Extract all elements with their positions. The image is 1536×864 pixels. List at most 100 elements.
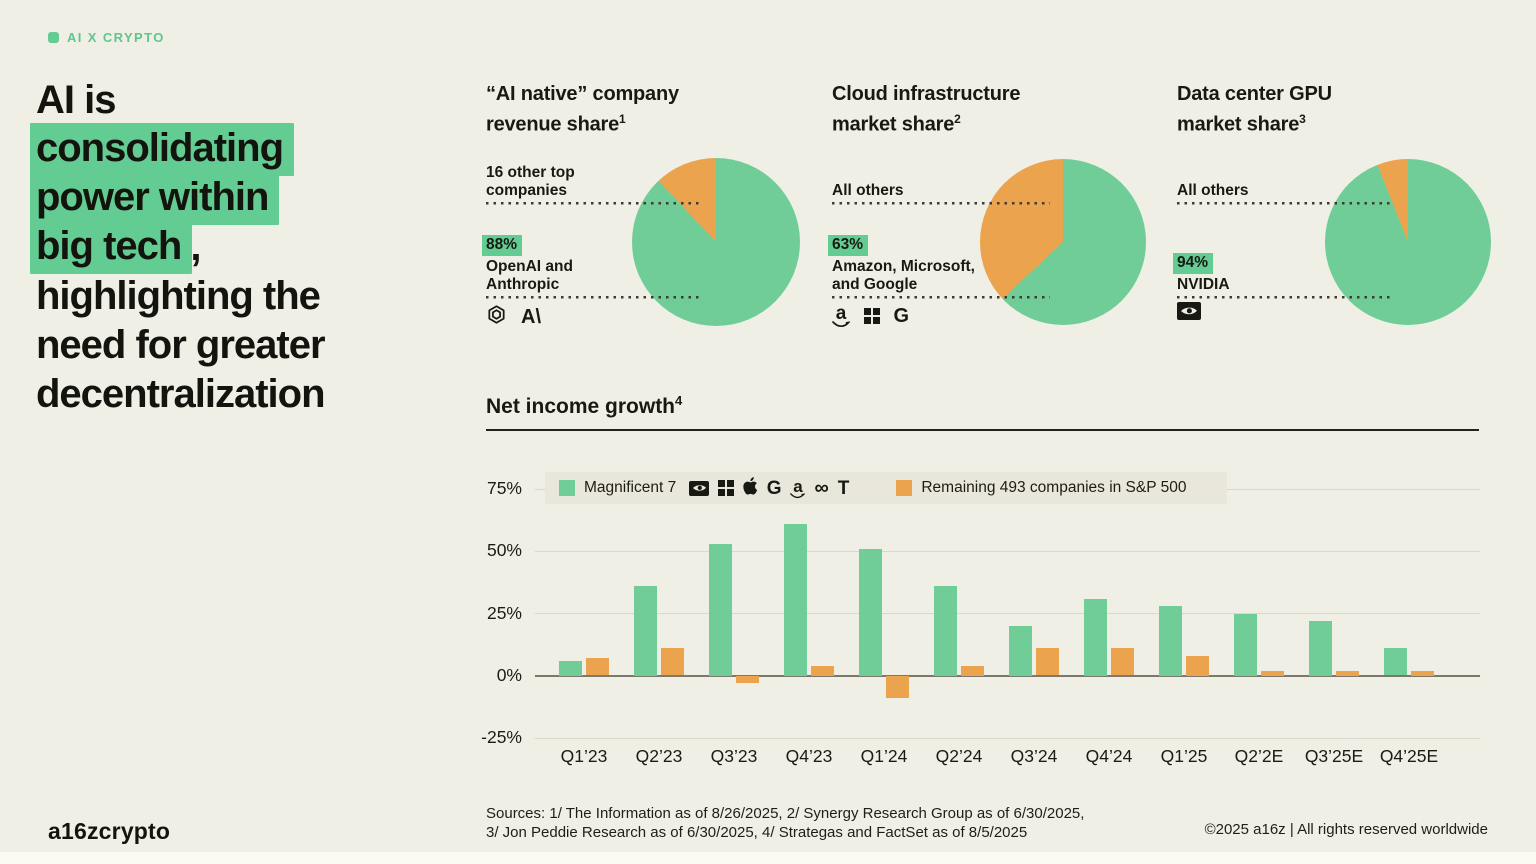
pie1-other-label: 16 other top companies xyxy=(486,164,575,199)
bar-magnificent7 xyxy=(1234,614,1257,676)
headline-line: big tech, xyxy=(30,221,456,274)
microsoft-icon xyxy=(718,480,734,496)
sources-note: Sources: 1/ The Information as of 8/26/2… xyxy=(486,805,1085,841)
amazon-icon: a xyxy=(832,304,850,328)
headline-line: highlighting the xyxy=(36,274,321,318)
pie2-other-label: All others xyxy=(832,182,904,199)
bar-magnificent7 xyxy=(934,586,957,676)
openai-icon xyxy=(486,304,507,330)
bar-chart-title: Net income growth4 xyxy=(486,393,683,418)
bar-magnificent7 xyxy=(1384,648,1407,675)
bar-remaining-sp500 xyxy=(1036,648,1059,675)
magnificent7-icons: G a ∞ T xyxy=(689,476,850,500)
bar-magnificent7 xyxy=(1309,621,1332,676)
pie3-other-label: All others xyxy=(1177,182,1249,199)
gridline xyxy=(535,737,1480,739)
bar-remaining-sp500 xyxy=(736,676,759,683)
nvidia-icon xyxy=(689,480,710,496)
x-tick-label: Q2’23 xyxy=(635,746,683,766)
tesla-icon: T xyxy=(837,477,850,499)
highlighted-text: power within xyxy=(30,172,280,225)
x-tick-label: Q3’24 xyxy=(1010,746,1058,766)
gridline xyxy=(535,613,1480,614)
headline-line: consolidating xyxy=(30,123,456,176)
x-tick-label: Q3’25E xyxy=(1304,746,1364,766)
x-tick-label: Q1’25 xyxy=(1160,746,1208,766)
bar-remaining-sp500 xyxy=(886,676,909,698)
x-tick-label: Q3’23 xyxy=(710,746,758,766)
pie2-company-icons: a G xyxy=(832,304,909,328)
bar-remaining-sp500 xyxy=(1111,648,1134,675)
y-tick-label: 75% xyxy=(486,478,522,498)
pie1-main-label: 88% OpenAI and Anthropic xyxy=(482,230,573,294)
a16zcrypto-logo: a16zcrypto xyxy=(48,818,171,844)
y-tick-label: 25% xyxy=(486,602,522,623)
headline-line: power within xyxy=(30,172,456,225)
pie3-main-label: 94% NVIDIA xyxy=(1173,230,1230,294)
headline-line: need for greater xyxy=(36,323,326,367)
bar-magnificent7 xyxy=(784,524,807,676)
pie1-title: “AI native” company revenue share1 xyxy=(486,83,679,136)
x-tick-label: Q1’23 xyxy=(560,746,608,766)
leader-dots xyxy=(832,202,1050,205)
y-tick-label: 50% xyxy=(486,540,522,561)
bar-remaining-sp500 xyxy=(661,648,684,675)
bar-magnificent7 xyxy=(859,549,882,676)
pie2-main-label: 63% Amazon, Microsoft, and Google xyxy=(828,230,975,294)
x-tick-label: Q2’24 xyxy=(935,746,983,766)
leader-dots xyxy=(1177,296,1393,299)
microsoft-icon xyxy=(864,308,880,324)
pie1-company-icons: A\ xyxy=(486,304,541,330)
pct-badge: 63% xyxy=(828,235,869,256)
eyebrow-tag: AI X CRYPTO xyxy=(48,30,165,45)
pie-chart-gpu xyxy=(1325,159,1491,325)
headline-line: decentralization xyxy=(36,372,326,416)
bar-magnificent7 xyxy=(559,661,582,676)
copyright-text: ©2025 a16z | All rights reserved worldwi… xyxy=(1204,821,1488,838)
bar-magnificent7 xyxy=(709,544,732,676)
amazon-icon: a xyxy=(790,476,806,498)
chart-legend: Magnificent 7 G a ∞ T Remaining 493 comp… xyxy=(545,472,1227,504)
bar-magnificent7 xyxy=(634,586,657,676)
bar-magnificent7 xyxy=(1159,606,1182,676)
leader-dots xyxy=(832,296,1050,299)
x-tick-label: Q2’2E xyxy=(1234,746,1284,766)
highlighted-text: consolidating xyxy=(30,123,294,176)
x-tick-label: Q1’24 xyxy=(860,746,908,766)
google-icon: G xyxy=(893,305,910,327)
legend-swatch-orange xyxy=(896,480,913,496)
gridline xyxy=(535,550,1480,552)
headline-line: AI is xyxy=(36,78,116,122)
nvidia-icon xyxy=(1177,302,1201,320)
pct-badge: 88% xyxy=(482,235,523,256)
pie3-title: Data center GPU market share3 xyxy=(1177,83,1332,136)
bar-remaining-sp500 xyxy=(811,666,834,676)
green-square-icon xyxy=(48,32,59,43)
gridline xyxy=(535,674,1480,677)
pie2-title: Cloud infrastructure market share2 xyxy=(832,83,1021,136)
bar-remaining-sp500 xyxy=(961,666,984,676)
bottom-strip xyxy=(0,852,1536,864)
bar-remaining-sp500 xyxy=(1411,671,1434,676)
x-tick-label: Q4’24 xyxy=(1085,746,1133,766)
pie3-company-icons xyxy=(1177,302,1201,320)
eyebrow-label: AI X CRYPTO xyxy=(67,30,165,45)
bar-remaining-sp500 xyxy=(1261,671,1284,676)
bar-remaining-sp500 xyxy=(586,658,609,675)
bar-magnificent7 xyxy=(1009,626,1032,676)
section-divider xyxy=(486,429,1479,431)
anthropic-icon: A\ xyxy=(521,306,541,328)
legend-label-sp500: Remaining 493 companies in S&P 500 xyxy=(921,479,1187,496)
pie-chart-cloud xyxy=(980,159,1146,325)
google-icon: G xyxy=(766,477,782,499)
bar-remaining-sp500 xyxy=(1336,671,1359,676)
y-tick-label: 0% xyxy=(496,664,522,685)
pct-badge: 94% xyxy=(1173,253,1214,274)
meta-icon: ∞ xyxy=(814,477,829,499)
legend-swatch-green xyxy=(559,480,575,496)
pie-chart-ai-native xyxy=(632,158,800,326)
headline: AI is consolidating power within big tec… xyxy=(30,76,456,419)
highlighted-text: big tech xyxy=(30,221,193,274)
apple-icon xyxy=(743,476,758,500)
